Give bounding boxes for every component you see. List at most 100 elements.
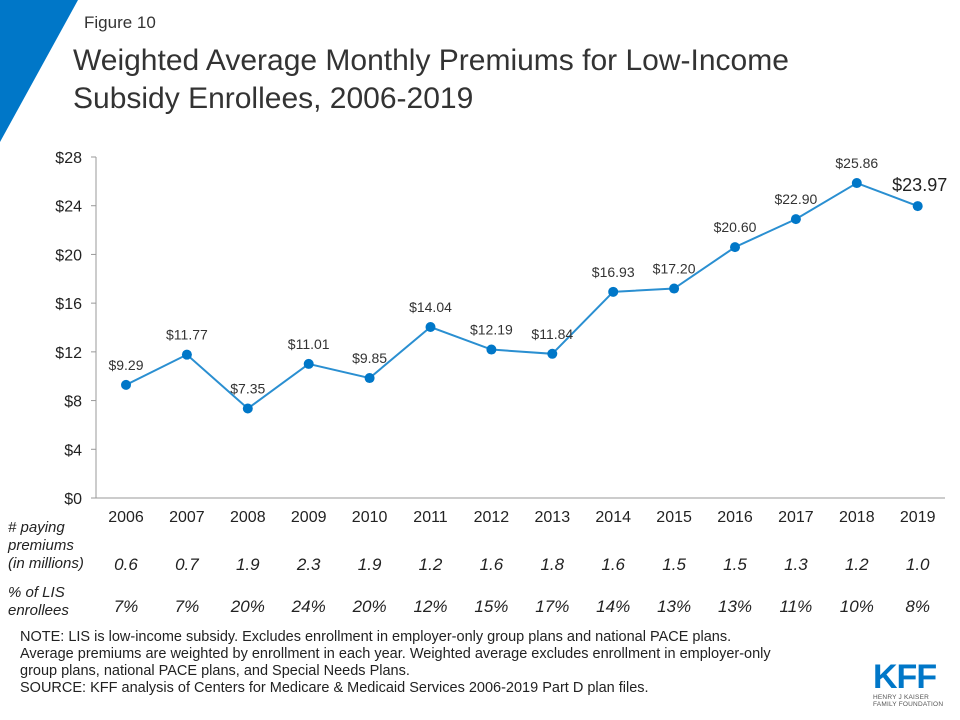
data-label: $12.19	[470, 322, 513, 338]
data-point	[608, 286, 619, 297]
lis-value: 17%	[535, 597, 569, 616]
data-point	[364, 373, 375, 384]
source-line: SOURCE: KFF analysis of Centers for Medi…	[20, 680, 649, 696]
paying-row-label-line: premiums	[8, 537, 74, 554]
x-tick-label: 2008	[230, 509, 266, 526]
x-tick-label: 2009	[291, 509, 327, 526]
data-label: $11.01	[288, 336, 330, 352]
x-tick-label: 2014	[595, 509, 631, 526]
note-line: NOTE: LIS is low-income subsidy. Exclude…	[20, 629, 732, 645]
data-point	[790, 214, 801, 225]
lis-value: 8%	[905, 597, 930, 616]
paying-value: 1.2	[845, 555, 869, 574]
lis-value: 20%	[230, 597, 265, 616]
data-label: $11.77	[166, 327, 208, 343]
paying-row-label-line: # paying	[8, 519, 65, 536]
lis-value: 13%	[718, 597, 752, 616]
data-label: $23.97	[892, 175, 947, 195]
lis-value: 24%	[291, 597, 326, 616]
x-tick-label: 2010	[352, 509, 388, 526]
paying-value: 2.3	[296, 555, 321, 574]
data-point	[730, 242, 740, 253]
x-tick-label: 2015	[656, 509, 692, 526]
lis-value: 10%	[840, 597, 874, 616]
data-point	[547, 348, 558, 359]
y-tick-label: $24	[55, 199, 82, 216]
paying-value: 1.9	[358, 555, 382, 574]
note-line: Average premiums are weighted by enrollm…	[20, 646, 771, 662]
data-point	[121, 379, 131, 390]
data-point	[242, 403, 253, 414]
logo-mark: KFF	[873, 658, 937, 696]
lis-row-label-line: enrollees	[8, 602, 69, 619]
logo-subtitle-2: FAMILY FOUNDATION	[873, 701, 944, 708]
paying-value: 1.5	[662, 555, 686, 574]
data-point	[851, 178, 862, 189]
lis-row-label: % of LIS enrollees	[8, 584, 69, 620]
x-tick-label: 2018	[839, 509, 875, 526]
series-line	[125, 181, 919, 410]
chart-title: Weighted Average Monthly Premiums for Lo…	[73, 42, 873, 118]
paying-value: 1.5	[723, 555, 747, 574]
lis-value: 14%	[596, 597, 630, 616]
paying-row-label: # paying premiums (in millions)	[8, 519, 84, 573]
paying-value: 0.7	[175, 555, 199, 574]
data-point	[303, 358, 314, 369]
x-tick-label: 2017	[778, 509, 814, 526]
lis-row-label-line: % of LIS	[8, 584, 65, 601]
paying-value: 1.3	[784, 555, 808, 574]
paying-value: 0.6	[114, 555, 138, 574]
data-label: $17.20	[653, 261, 696, 277]
data-label: $9.85	[352, 350, 387, 366]
y-tick-label: $12	[55, 345, 82, 362]
data-point	[669, 283, 680, 294]
lis-value: 11%	[780, 597, 813, 616]
x-tick-label: 2016	[717, 509, 753, 526]
chart-title-line-2: Subsidy Enrollees, 2006-2019	[73, 82, 474, 115]
data-point	[912, 201, 923, 212]
x-tick-label: 2007	[169, 509, 205, 526]
lis-value: 12%	[413, 597, 447, 616]
figure-label: Figure 10	[84, 13, 156, 32]
x-tick-label: 2006	[108, 509, 144, 526]
logo-subtitle-1: HENRY J KAISER	[873, 694, 930, 701]
data-label: $16.93	[592, 264, 635, 280]
lis-value: 20%	[352, 597, 387, 616]
data-label: $22.90	[774, 191, 817, 207]
data-label: $25.86	[835, 155, 878, 171]
y-tick-label: $0	[64, 491, 82, 508]
x-tick-label: 2013	[535, 509, 571, 526]
line-chart: $0 $4 $8 $12 $16 $20 $24 $28 2006 2007 2008 2009 201…	[55, 150, 947, 616]
data-label: $20.60	[714, 219, 757, 235]
kff-logo: KFF HENRY J KAISER FAMILY FOUNDATION	[873, 660, 953, 708]
notes-block: NOTE: LIS is low-income subsidy. Exclude…	[20, 629, 850, 697]
x-tick-label: 2019	[900, 509, 936, 526]
note-line: group plans, national PACE plans, and Sp…	[20, 663, 410, 679]
data-label: $14.04	[409, 299, 452, 315]
x-tick-label: 2011	[413, 509, 448, 526]
data-point	[425, 322, 436, 333]
data-point	[181, 349, 192, 360]
y-tick-label: $28	[55, 150, 82, 167]
lis-value: 15%	[474, 597, 508, 616]
y-tick-label: $20	[55, 247, 82, 264]
lis-value: 7%	[175, 597, 200, 616]
y-tick-label: $4	[64, 442, 82, 459]
paying-value: 1.2	[419, 555, 443, 574]
corner-accent	[0, 0, 78, 142]
y-tick-label: $16	[55, 296, 82, 313]
y-tick-label: $8	[64, 394, 82, 411]
paying-value: 1.8	[540, 555, 564, 574]
paying-value: 1.0	[906, 555, 930, 574]
chart-title-line-1: Weighted Average Monthly Premiums for Lo…	[73, 44, 789, 77]
lis-value: 7%	[114, 597, 139, 616]
data-label: $7.35	[230, 380, 265, 396]
x-tick-label: 2012	[474, 509, 510, 526]
data-label: $11.84	[531, 326, 573, 342]
paying-value: 1.9	[236, 555, 260, 574]
paying-value: 1.6	[601, 555, 625, 574]
paying-value: 1.6	[480, 555, 504, 574]
lis-value: 13%	[657, 597, 691, 616]
data-label: $9.29	[108, 357, 143, 373]
paying-row-label-line: (in millions)	[8, 555, 84, 572]
